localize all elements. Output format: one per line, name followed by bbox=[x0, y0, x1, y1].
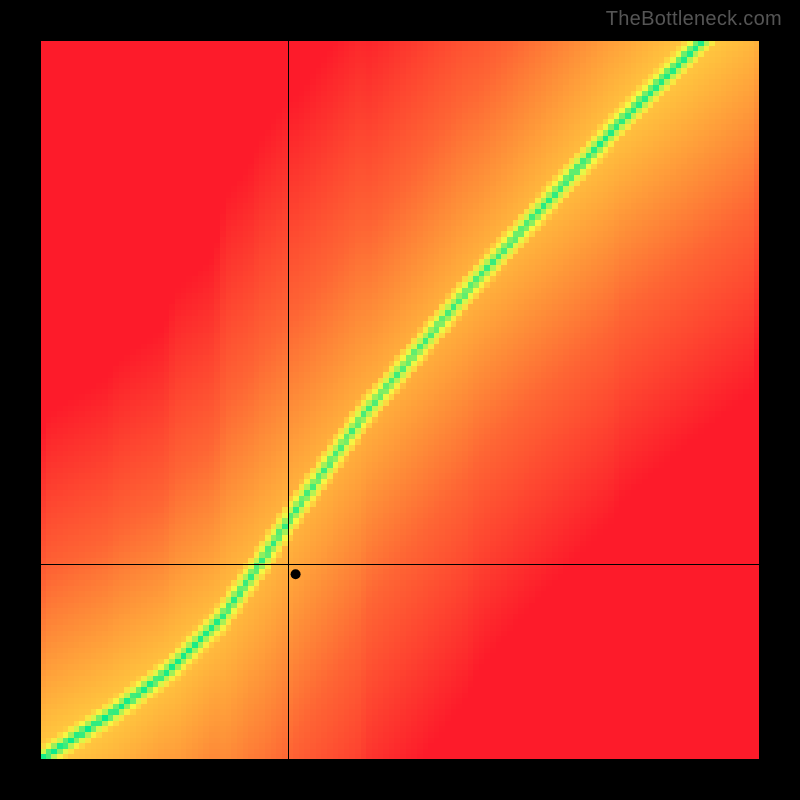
chart-container: TheBottleneck.com bbox=[0, 0, 800, 800]
watermark-label: TheBottleneck.com bbox=[606, 8, 782, 31]
bottleneck-heatmap bbox=[0, 0, 800, 800]
